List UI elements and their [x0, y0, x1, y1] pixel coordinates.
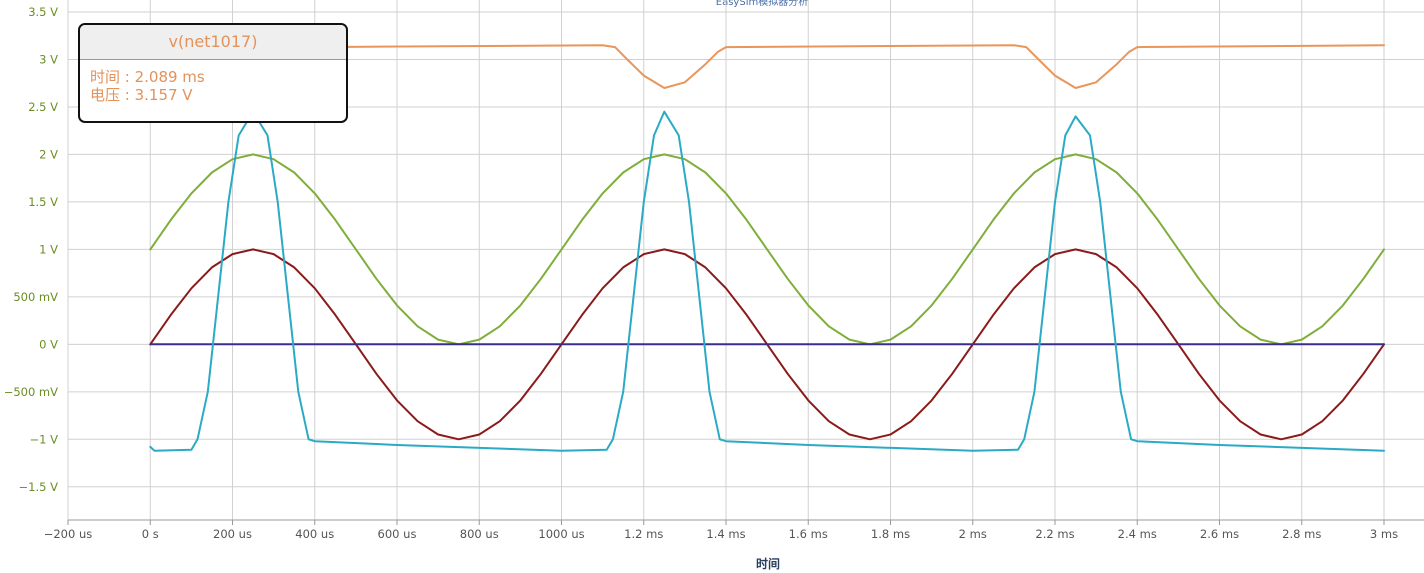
x-tick-label: 400 us	[295, 527, 334, 541]
x-tick-label: 1.2 ms	[624, 527, 663, 541]
x-tick-label: 1.8 ms	[871, 527, 910, 541]
tooltip-body: 时间 : 2.089 ms 电压 : 3.157 V	[80, 60, 346, 112]
tooltip-time: 时间 : 2.089 ms	[90, 68, 205, 86]
y-tick-label: 0 V	[39, 337, 58, 351]
x-tick-label: 2.6 ms	[1200, 527, 1239, 541]
tooltip-title: v(net1017)	[80, 25, 346, 60]
y-tick-label: 3 V	[39, 52, 58, 66]
x-tick-label: 3 ms	[1370, 527, 1398, 541]
x-tick-label: −200 us	[44, 527, 93, 541]
series-line-2	[149, 153, 1385, 346]
x-tick-label: 2.4 ms	[1118, 527, 1157, 541]
x-tick-label: 1000 us	[538, 527, 584, 541]
x-tick-label: 800 us	[460, 527, 499, 541]
series-line-5	[149, 110, 1385, 452]
y-tick-label: 3.5 V	[28, 5, 58, 19]
x-tick-label: 1.6 ms	[789, 527, 828, 541]
tooltip-voltage: 电压 : 3.157 V	[90, 86, 193, 104]
x-tick-label: 2.2 ms	[1035, 527, 1074, 541]
y-tick-label: 500 mV	[13, 290, 58, 304]
x-tick-label: 600 us	[378, 527, 417, 541]
y-tick-label: −500 mV	[4, 385, 58, 399]
series-lines	[149, 44, 1385, 452]
y-tick-label: 1 V	[39, 242, 58, 256]
x-tick-label: 0 s	[142, 527, 159, 541]
hover-tooltip: v(net1017) 时间 : 2.089 ms 电压 : 3.157 V	[78, 23, 348, 123]
x-axis-title: 时间	[756, 556, 780, 571]
x-tick-label: 2.8 ms	[1282, 527, 1321, 541]
x-tick-label: 2 ms	[959, 527, 987, 541]
x-tick-label: 200 us	[213, 527, 252, 541]
chart-title: EasySim模拟器分析	[716, 0, 808, 8]
y-tick-label: −1.5 V	[19, 480, 59, 494]
x-tick-label: 1.4 ms	[706, 527, 745, 541]
y-tick-label: −1 V	[30, 432, 59, 446]
axes: 3.5 V 3 V 2.5 V 2 V 1.5 V 1 V 500 mV 0 V −500 mV…	[4, 5, 1424, 541]
y-tick-label: 1.5 V	[28, 195, 58, 209]
series-line-1	[313, 44, 1385, 89]
y-tick-label: 2 V	[39, 147, 58, 161]
y-tick-label: 2.5 V	[28, 100, 58, 114]
